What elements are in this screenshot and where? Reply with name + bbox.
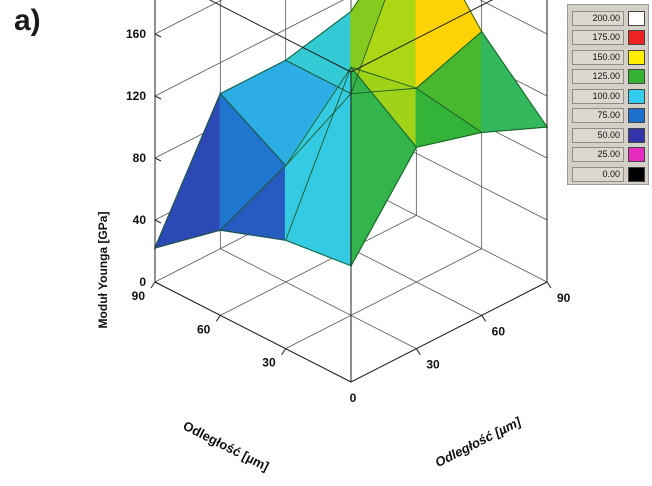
legend-row: 125.00 bbox=[572, 68, 645, 86]
mesh-line bbox=[463, 0, 483, 32]
y-tick-label: 30 bbox=[426, 358, 440, 372]
y-tick bbox=[415, 348, 421, 355]
z-tick bbox=[154, 219, 162, 224]
x-tick-label: 30 bbox=[262, 356, 276, 370]
legend-value: 200.00 bbox=[572, 10, 624, 26]
legend-swatch bbox=[628, 127, 645, 143]
legend-value: 150.00 bbox=[572, 49, 624, 65]
mesh-line bbox=[481, 31, 548, 128]
y-tick-label: 60 bbox=[492, 324, 506, 338]
y-tick bbox=[481, 315, 487, 322]
mesh-line bbox=[285, 93, 352, 167]
legend-value: 25.00 bbox=[572, 147, 624, 162]
legend-value: 0.00 bbox=[572, 166, 624, 182]
mesh-line bbox=[285, 67, 352, 166]
legend-row: 200.00 bbox=[572, 9, 645, 27]
legend-swatch bbox=[628, 69, 645, 84]
box-front-frame bbox=[154, 0, 548, 383]
mesh-line bbox=[220, 229, 286, 241]
legend-swatch bbox=[628, 30, 645, 45]
mesh-line bbox=[285, 11, 352, 61]
legend-row: 150.00 bbox=[572, 48, 645, 66]
legend-swatch bbox=[628, 108, 645, 123]
z-tick-label: 0 bbox=[139, 275, 146, 289]
mesh-line bbox=[285, 67, 352, 241]
floor-grid-line bbox=[285, 248, 482, 350]
mesh-line bbox=[154, 229, 221, 249]
z-tick bbox=[154, 281, 162, 286]
legend-value: 125.00 bbox=[572, 69, 624, 84]
x-tick-label: 60 bbox=[197, 322, 211, 336]
z-tick-label: 120 bbox=[126, 89, 146, 103]
x-tick bbox=[150, 281, 156, 289]
mesh-line bbox=[154, 93, 221, 249]
legend-swatch bbox=[628, 49, 645, 65]
box-edge bbox=[154, 281, 352, 383]
mesh-line bbox=[350, 66, 417, 89]
y-tick-label: 90 bbox=[557, 291, 571, 305]
grid-line bbox=[154, 0, 345, 97]
panel-label: a) bbox=[14, 4, 41, 37]
box-edge bbox=[350, 0, 494, 73]
x-tick bbox=[215, 315, 221, 322]
y-axis-title: Odległość [µm] bbox=[433, 414, 524, 470]
mesh-line bbox=[220, 165, 286, 231]
x-tick bbox=[281, 348, 287, 355]
legend-value: 50.00 bbox=[572, 127, 624, 143]
box-edge bbox=[208, 0, 352, 73]
x-axis-title: Odległość [µm] bbox=[181, 418, 272, 474]
origin-tick-label: 0 bbox=[350, 391, 357, 405]
mesh-line bbox=[285, 239, 352, 267]
mesh-line bbox=[350, 67, 417, 148]
z-tick bbox=[154, 33, 162, 38]
mesh-line bbox=[416, 131, 482, 148]
mesh-line bbox=[220, 59, 286, 95]
mesh-line bbox=[481, 126, 548, 133]
legend-row: 50.00 bbox=[572, 126, 645, 144]
z-tick-label: 80 bbox=[133, 151, 147, 165]
mesh-line bbox=[219, 93, 287, 167]
mesh-line bbox=[416, 31, 482, 89]
mesh-line bbox=[350, 0, 386, 94]
legend-swatch bbox=[628, 166, 645, 182]
z-tick bbox=[154, 157, 162, 162]
mesh-line bbox=[285, 59, 352, 95]
surface-mesh bbox=[153, 0, 549, 267]
legend-row: 0.00 bbox=[572, 165, 645, 183]
legend-row: 75.00 bbox=[572, 107, 645, 125]
mesh-line bbox=[350, 87, 417, 95]
legend-swatch bbox=[628, 147, 645, 162]
grid-line bbox=[154, 0, 223, 35]
grid-line bbox=[479, 0, 548, 35]
y-tick bbox=[546, 281, 552, 289]
legend-value: 100.00 bbox=[572, 88, 624, 104]
z-tick-label: 160 bbox=[126, 27, 146, 41]
floor-grid-line bbox=[220, 214, 417, 316]
box-edge bbox=[350, 281, 548, 383]
mesh-line bbox=[350, 146, 417, 266]
legend-value: 75.00 bbox=[572, 108, 624, 123]
legend-value: 175.00 bbox=[572, 30, 624, 45]
x-tick-label: 90 bbox=[132, 289, 146, 303]
mesh-line bbox=[416, 87, 482, 133]
z-tick bbox=[154, 95, 162, 100]
legend-row: 100.00 bbox=[572, 87, 645, 105]
legend-swatch bbox=[628, 88, 645, 104]
z-axis-title: Moduł Younga [GPa] bbox=[96, 212, 110, 329]
z-tick-label: 40 bbox=[133, 213, 147, 227]
floor-grid-line bbox=[220, 248, 417, 350]
legend-swatch bbox=[628, 10, 645, 26]
legend-row: 25.00 bbox=[572, 146, 645, 164]
legend-row: 175.00 bbox=[572, 29, 645, 47]
color-legend: 200.00 175.00 150.00 125.00 100.00 75.00 50.00… bbox=[567, 4, 649, 185]
surface-facet bbox=[480, 29, 549, 134]
